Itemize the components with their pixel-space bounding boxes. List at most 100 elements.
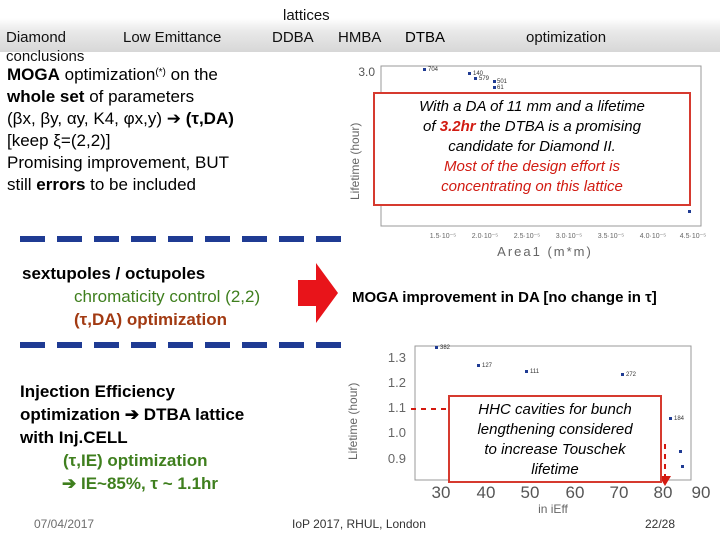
plot1-xticks: 1.5·10⁻⁵ 2.0·10⁻⁵ 2.5·10⁻⁵ 3.0·10⁻⁵ 3.5·… (430, 233, 707, 240)
plot2-point-label: 127 (482, 363, 493, 369)
plot2-svg: Lifetime (hour) 1.3 1.2 1.1 1.0 0.9 30 4… (346, 345, 711, 516)
plot2-point (477, 364, 480, 367)
plot2-point (679, 450, 682, 453)
plot2-xtick: 80 (654, 483, 673, 502)
plot2-ytick: 1.2 (388, 375, 406, 390)
plot1-point (688, 210, 691, 213)
plot2-point-labels: 382 127 111 272 184 (435, 345, 685, 468)
injection-result-text: IE~85%, τ ~ 1.1hr (76, 474, 219, 493)
callout-dtba-summary: With a DA of 11 mm and a lifetime of 3.2… (373, 92, 691, 206)
sextupoles-title: sextupoles / octupoles (22, 264, 206, 283)
plot1-xlabel: Area1 (m*m) (497, 244, 593, 259)
section-divider-2 (20, 342, 341, 348)
intro-line-1: MOGA optimization(*) on the (7, 64, 337, 86)
intro-text: MOGA optimization(*) on the whole set of… (7, 64, 337, 196)
nav-diamond[interactable]: Diamond (6, 29, 67, 46)
injection-result: ➔ IE~85%, τ ~ 1.1hr (20, 472, 320, 495)
injection-optimization: optimization (20, 405, 125, 424)
plot2-xtick: 90 (692, 483, 711, 502)
intro-footnote-mark: (*) (155, 67, 166, 78)
plot1-ytick-3: 3.0 (358, 65, 375, 79)
nav-hmba[interactable]: HMBA (338, 29, 382, 46)
down-arrow-icon (659, 476, 671, 486)
injection-line-2: optimization ➔ DTBA lattice (20, 403, 320, 426)
callout1-promising: the DTBA is a promising (475, 118, 641, 135)
plot2-xtick: 40 (477, 483, 496, 502)
plot1-xtick-3: 3.0·10⁻⁵ (556, 233, 583, 240)
intro-still: still (7, 175, 37, 194)
intro-on-the: on the (165, 65, 218, 84)
plot1-xtick-2: 2.5·10⁻⁵ (514, 233, 541, 240)
tau-da-optimization: (τ,DA) optimization (74, 310, 228, 329)
plot1-xtick-1: 2.0·10⁻⁵ (472, 233, 499, 240)
plot2-point-label: 382 (440, 345, 451, 351)
plot2-point (621, 373, 624, 376)
plot1-xtick-5: 4.0·10⁻⁵ (640, 233, 667, 240)
footer-conference: IoP 2017, RHUL, London (292, 517, 426, 531)
plot2-ytick: 1.1 (388, 400, 406, 415)
plot2-xticks: 30 40 50 60 70 80 90 (432, 483, 711, 502)
callout-hhc-cavities: HHC cavities for bunch lengthening consi… (448, 395, 662, 483)
plot2-point-label: 111 (530, 369, 540, 375)
plot1-point-label: 61 (497, 85, 504, 91)
plot1-xtick-0: 1.5·10⁻⁵ (430, 233, 457, 240)
plot1-svg: 3.0 Lifetime (hour) 1.5·10⁻⁵ 2.0·10⁻⁵ 2.… (348, 65, 707, 259)
right-arrow-icon (298, 263, 338, 323)
plot2-point (681, 465, 684, 468)
injection-dtba-lattice: DTBA lattice (139, 405, 245, 424)
injection-tau-ie-optimization: (τ,IE) optimization (63, 451, 208, 470)
nav-optimization[interactable]: optimization (526, 29, 607, 46)
footer-date: 07/04/2017 (34, 517, 95, 531)
intro-to-be-included: to be included (85, 175, 197, 194)
plot1-xtick-4: 3.5·10⁻⁵ (598, 233, 625, 240)
sextupoles-section: sextupoles / octupoles chromaticity cont… (22, 262, 322, 331)
nav-dtba[interactable]: DTBA (405, 29, 446, 46)
callout1-line-4: Most of the design effort is (444, 158, 620, 175)
right-arrow-icon: ➔ (166, 109, 181, 128)
callout2-line-4: lifetime (531, 461, 579, 478)
plot2-xtick: 50 (521, 483, 540, 502)
intro-line-4: [keep ξ=(2,2)] (7, 130, 337, 152)
intro-line-2: whole set of parameters (7, 86, 337, 108)
top-nav-bar: Diamond Low Emittance lattices DDBA HMBA… (0, 0, 720, 52)
intro-keep-chroma: [keep ξ=(2,2)] (7, 131, 111, 150)
intro-whole-set: whole set (7, 87, 85, 106)
intro-promising: Promising improvement, BUT (7, 153, 230, 172)
intro-line-3: (βx, βy, αy, K4, φx,y) ➔ (τ,DA) (7, 108, 337, 130)
callout1-lifetime-value: 3.2hr (439, 118, 476, 135)
nav-low-emittance[interactable]: Low Emittance (123, 29, 222, 46)
plot1-point-label: 501 (497, 79, 508, 85)
callout2-line-1: HHC cavities for bunch (478, 401, 632, 418)
intro-moga: MOGA (7, 65, 60, 84)
nav-lattices[interactable]: lattices (283, 7, 330, 24)
plot2-point-label: 272 (626, 372, 637, 378)
plot2-point (435, 346, 438, 349)
plot2-xtick: 70 (610, 483, 629, 502)
plot1-point-label: 704 (428, 67, 439, 73)
callout1-of: of (423, 118, 440, 135)
plot2-ytick: 1.0 (388, 425, 406, 440)
intro-line-6: still errors to be included (7, 174, 337, 196)
plot2-xlabel: in iEff (538, 502, 568, 516)
callout1-line-5: concentrating on this lattice (441, 178, 623, 195)
nav-background (0, 0, 720, 52)
footer-page-number: 22/28 (645, 517, 676, 531)
plot2-point (669, 417, 672, 420)
callout1-line-1: With a DA of 11 mm and a lifetime (419, 98, 645, 115)
right-arrow-icon: ➔ (124, 405, 140, 424)
plot1-point-label: 140 (473, 71, 484, 77)
plot1-point (468, 72, 471, 75)
injection-line-3: with Inj.CELL (20, 428, 128, 447)
intro-parameters: of parameters (84, 87, 195, 106)
plot2-ylabel: Lifetime (hour) (346, 383, 360, 460)
plot1-ylabel: Lifetime (hour) (348, 123, 362, 200)
intro-optimization: optimization (59, 65, 156, 84)
nav-conclusions[interactable]: conclusions (6, 48, 85, 65)
plot2-yticks: 1.3 1.2 1.1 1.0 0.9 (388, 350, 406, 466)
plot1-point (474, 77, 477, 80)
plot2-ytick: 0.9 (388, 451, 406, 466)
intro-errors: errors (36, 175, 86, 194)
nav-ddba[interactable]: DDBA (272, 29, 314, 46)
plot1-point-labels: 704 140 579 501 61 (423, 67, 691, 213)
plot2-xtick: 60 (566, 483, 585, 502)
